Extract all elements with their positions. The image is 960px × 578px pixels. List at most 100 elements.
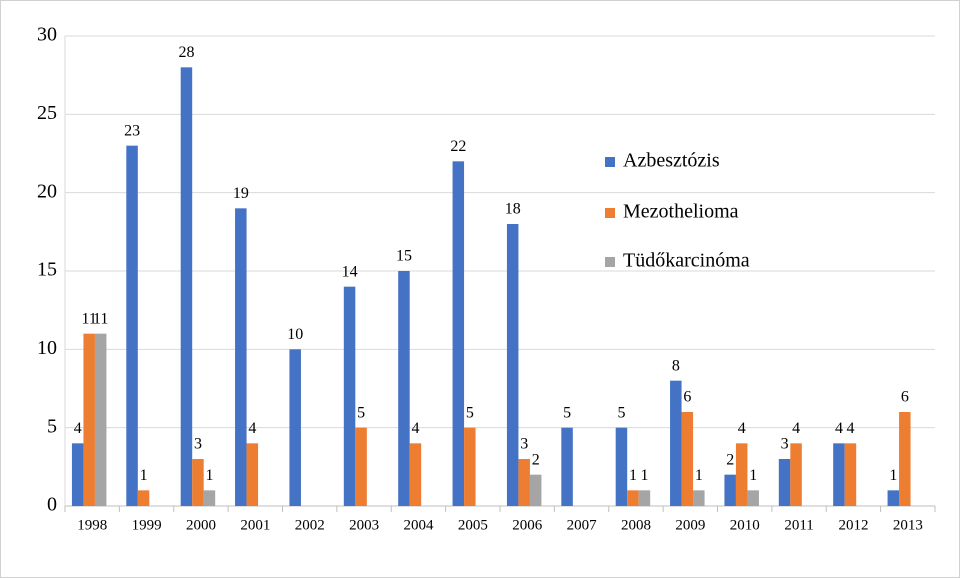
bar: [833, 443, 845, 506]
bar: [506, 224, 519, 506]
x-tick-label: 2008: [621, 517, 651, 533]
x-tick-label: 2005: [458, 517, 488, 533]
data-label: 4: [835, 420, 843, 437]
x-tick-label: 2000: [186, 517, 216, 533]
bar: [529, 474, 542, 506]
bar: [561, 427, 573, 506]
y-tick-label: 5: [47, 415, 57, 437]
data-label: 19: [233, 185, 249, 202]
bar: [778, 459, 791, 506]
data-label: 1: [140, 467, 148, 484]
bar: [452, 161, 465, 507]
bar: [627, 490, 639, 506]
bar: [126, 145, 138, 506]
data-label: 5: [357, 404, 365, 421]
data-label: 22: [450, 138, 466, 155]
data-label: 6: [683, 389, 691, 406]
data-label: 4: [846, 420, 854, 437]
bar: [693, 490, 705, 506]
data-label: 23: [124, 122, 140, 139]
data-label: 28: [178, 44, 194, 61]
bar: [343, 286, 356, 506]
data-label: 5: [466, 404, 474, 421]
x-tick-label: 2006: [512, 517, 543, 533]
bar: [83, 333, 95, 506]
data-label: 6: [901, 389, 909, 406]
bar: [94, 333, 107, 506]
data-label: 3: [781, 436, 789, 453]
x-tick-label: 2011: [784, 517, 813, 533]
data-label: 1: [889, 467, 897, 484]
data-label: 1: [749, 467, 757, 484]
y-tick-label: 25: [37, 102, 57, 124]
data-label: 4: [74, 420, 82, 437]
bar: [180, 67, 193, 506]
data-label: 2: [726, 451, 734, 468]
bar: [724, 474, 736, 506]
data-label: 4: [792, 420, 800, 437]
legend-swatch: [605, 257, 615, 267]
data-label: 5: [563, 404, 571, 421]
bar: [409, 443, 422, 506]
data-label: 1: [695, 467, 703, 484]
bar: [246, 443, 259, 506]
y-tick-label: 0: [47, 494, 57, 516]
data-label: 4: [248, 420, 256, 437]
bar: [398, 271, 410, 506]
data-label: 1: [205, 467, 213, 484]
data-label: 10: [287, 326, 303, 343]
data-label: 14: [342, 263, 358, 280]
y-tick-label: 10: [37, 337, 57, 359]
bar: [844, 443, 857, 506]
bar: [137, 490, 150, 506]
bar: [518, 459, 530, 506]
data-label: 8: [672, 357, 680, 374]
x-tick-label: 2012: [838, 517, 868, 533]
data-label: 5: [617, 404, 625, 421]
bar: [887, 490, 900, 506]
bar: [638, 490, 651, 506]
y-tick-label: 20: [37, 180, 57, 202]
x-tick-label: 2007: [567, 517, 598, 533]
bar: [899, 412, 911, 506]
data-label: 3: [520, 436, 528, 453]
x-tick-label: 2004: [403, 517, 434, 533]
bar: [289, 349, 301, 506]
bar: [203, 490, 216, 506]
bar: [71, 443, 84, 506]
data-label: 11: [81, 310, 96, 327]
x-tick-label: 2009: [675, 517, 705, 533]
legend-label: Azbesztózis: [623, 150, 720, 172]
bar: [192, 459, 204, 506]
data-label: 3: [194, 436, 202, 453]
data-label: 4: [411, 420, 419, 437]
bar: [735, 443, 748, 506]
data-label: 2: [532, 451, 540, 468]
x-tick-label: 2013: [893, 517, 923, 533]
bar: [670, 380, 682, 506]
x-tick-label: 2002: [295, 517, 325, 533]
bar: [681, 412, 694, 506]
data-label: 11: [93, 310, 108, 327]
legend-label: Tüdőkarcinóma: [623, 250, 750, 272]
bar: [235, 208, 247, 507]
bar: [464, 427, 476, 506]
data-label: 1: [640, 467, 648, 484]
x-tick-label: 1999: [132, 517, 162, 533]
legend-swatch: [605, 208, 615, 218]
x-tick-label: 2001: [240, 517, 270, 533]
data-label: 15: [396, 248, 412, 265]
x-tick-label: 1998: [77, 517, 107, 533]
legend-label: Mezothelioma: [623, 201, 739, 223]
y-tick-label: 15: [37, 259, 57, 281]
x-tick-label: 2010: [730, 517, 760, 533]
data-label: 1: [629, 467, 637, 484]
x-tick-label: 2003: [349, 517, 379, 533]
y-tick-label: 30: [37, 24, 57, 46]
bar: [747, 490, 759, 506]
data-label: 18: [505, 201, 521, 218]
data-label: 4: [738, 420, 746, 437]
bar: [615, 427, 628, 506]
legend-swatch: [605, 157, 615, 167]
